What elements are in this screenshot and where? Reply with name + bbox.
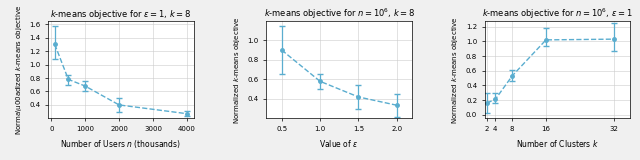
Y-axis label: Normalized $k$-means objective: Normalized $k$-means objective [232, 16, 242, 124]
X-axis label: Number of Clusters $k$: Number of Clusters $k$ [516, 138, 599, 149]
Title: $k$-means objective for $n = 10^6$, $k = 8$: $k$-means objective for $n = 10^6$, $k =… [264, 6, 415, 21]
X-axis label: Value of $\varepsilon$: Value of $\varepsilon$ [319, 138, 359, 149]
X-axis label: Number of Users $n$ (thousands): Number of Users $n$ (thousands) [60, 138, 181, 150]
Y-axis label: Normalized $k$-means objective: Normalized $k$-means objective [451, 16, 460, 124]
Y-axis label: Norma\u00adized $k$-means objective: Norma\u00adized $k$-means objective [13, 4, 24, 135]
Title: $k$-means objective for $n = 10^6$, $\varepsilon = 1$: $k$-means objective for $n = 10^6$, $\va… [483, 6, 633, 21]
Title: $k$-means objective for $\varepsilon = 1$, $k = 8$: $k$-means objective for $\varepsilon = 1… [51, 8, 191, 21]
